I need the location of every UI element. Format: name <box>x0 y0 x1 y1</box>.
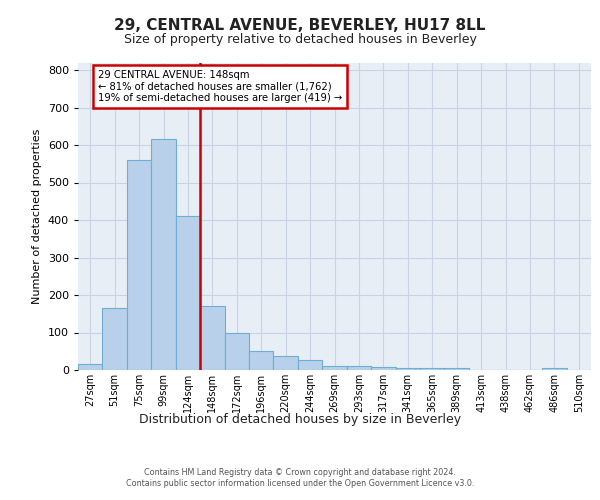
Bar <box>249 351 274 370</box>
Bar <box>78 364 103 370</box>
Bar <box>445 368 469 370</box>
Bar <box>347 366 371 370</box>
Bar <box>322 366 347 370</box>
Bar <box>274 356 298 370</box>
Bar <box>200 306 224 370</box>
Bar <box>542 368 566 370</box>
Bar <box>127 160 151 370</box>
Y-axis label: Number of detached properties: Number of detached properties <box>32 128 42 304</box>
Bar <box>395 368 420 370</box>
Text: Size of property relative to detached houses in Beverley: Size of property relative to detached ho… <box>124 32 476 46</box>
Text: 29, CENTRAL AVENUE, BEVERLEY, HU17 8LL: 29, CENTRAL AVENUE, BEVERLEY, HU17 8LL <box>115 18 485 32</box>
Text: Contains HM Land Registry data © Crown copyright and database right 2024.
Contai: Contains HM Land Registry data © Crown c… <box>126 468 474 487</box>
Bar <box>151 140 176 370</box>
Bar <box>371 368 395 370</box>
Bar <box>298 360 322 370</box>
Bar <box>420 368 445 370</box>
Bar <box>103 308 127 370</box>
Text: Distribution of detached houses by size in Beverley: Distribution of detached houses by size … <box>139 412 461 426</box>
Bar <box>224 332 249 370</box>
Text: 29 CENTRAL AVENUE: 148sqm
← 81% of detached houses are smaller (1,762)
19% of se: 29 CENTRAL AVENUE: 148sqm ← 81% of detac… <box>98 70 342 103</box>
Bar <box>176 216 200 370</box>
